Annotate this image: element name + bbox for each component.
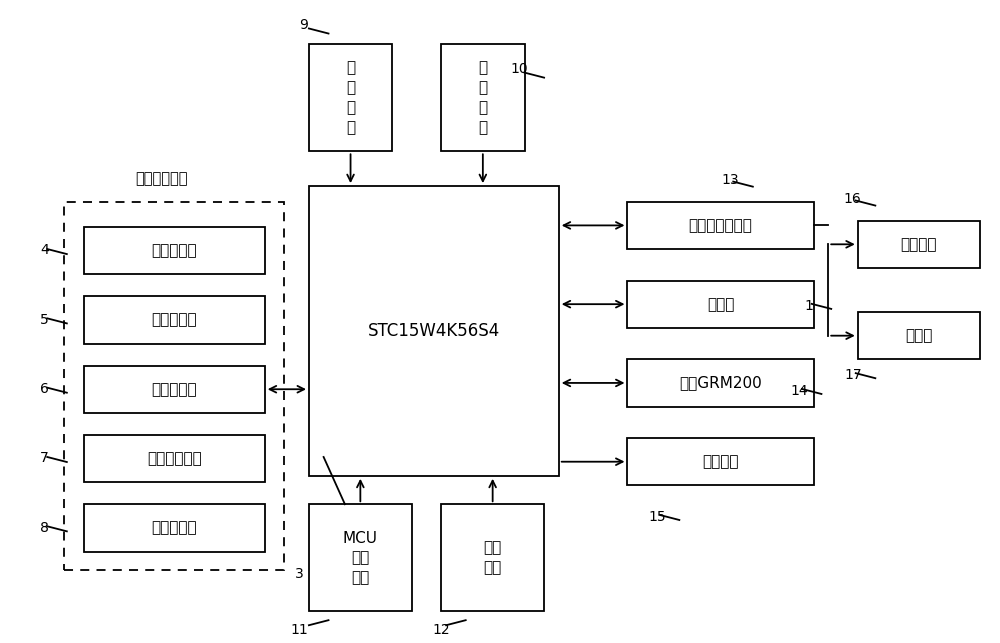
Text: 10: 10 <box>511 62 528 77</box>
Bar <box>309 504 412 611</box>
Text: MCU
监控
电路: MCU 监控 电路 <box>343 530 378 585</box>
Text: 电导率传感器: 电导率传感器 <box>147 451 202 466</box>
Text: STC15W4K56S4: STC15W4K56S4 <box>368 322 500 340</box>
Bar <box>309 44 392 151</box>
Bar <box>64 202 284 570</box>
Bar <box>84 435 265 482</box>
Text: 15: 15 <box>648 510 666 524</box>
Text: 7: 7 <box>40 451 49 466</box>
Text: 3: 3 <box>295 566 303 581</box>
Bar <box>858 312 980 359</box>
Bar <box>858 221 980 268</box>
Text: 温度传感器: 温度传感器 <box>151 243 197 258</box>
Text: 17: 17 <box>844 368 862 382</box>
Text: 14: 14 <box>790 384 808 398</box>
Text: 继电器驱动电路: 继电器驱动电路 <box>689 218 752 233</box>
Text: 报警电路: 报警电路 <box>702 454 739 469</box>
Text: 压力传感器: 压力传感器 <box>151 312 197 327</box>
Text: 4: 4 <box>40 243 49 257</box>
Text: 13: 13 <box>721 173 739 186</box>
Text: 9: 9 <box>300 19 308 32</box>
Text: 6: 6 <box>40 382 49 396</box>
Text: 上位机: 上位机 <box>707 296 734 312</box>
Bar <box>84 227 265 274</box>
Text: 1: 1 <box>804 299 813 312</box>
Bar <box>84 296 265 343</box>
Bar <box>627 359 814 406</box>
Text: 电磁泵: 电磁泵 <box>905 328 933 343</box>
Bar <box>441 44 524 151</box>
Bar <box>84 504 265 552</box>
Bar <box>627 438 814 485</box>
Text: 雨量传感器: 雨量传感器 <box>151 382 197 397</box>
Text: 浊度传感器: 浊度传感器 <box>151 520 197 536</box>
Text: 8: 8 <box>40 521 49 534</box>
Bar <box>309 186 559 476</box>
Text: 巨控GRM200: 巨控GRM200 <box>679 376 762 390</box>
Text: 11: 11 <box>290 623 308 637</box>
Bar <box>627 280 814 328</box>
Bar <box>627 202 814 249</box>
Bar <box>441 504 544 611</box>
Text: 电动阀门: 电动阀门 <box>901 237 937 252</box>
Text: 外
部
时
钟: 外 部 时 钟 <box>478 60 487 135</box>
Text: 12: 12 <box>432 623 450 637</box>
Text: 供
电
电
路: 供 电 电 路 <box>346 60 355 135</box>
Text: 数据采集模块: 数据采集模块 <box>136 171 188 186</box>
Text: 存储
电路: 存储 电路 <box>484 540 502 575</box>
Text: 16: 16 <box>844 192 862 206</box>
Text: 5: 5 <box>40 312 49 327</box>
Bar <box>84 366 265 413</box>
